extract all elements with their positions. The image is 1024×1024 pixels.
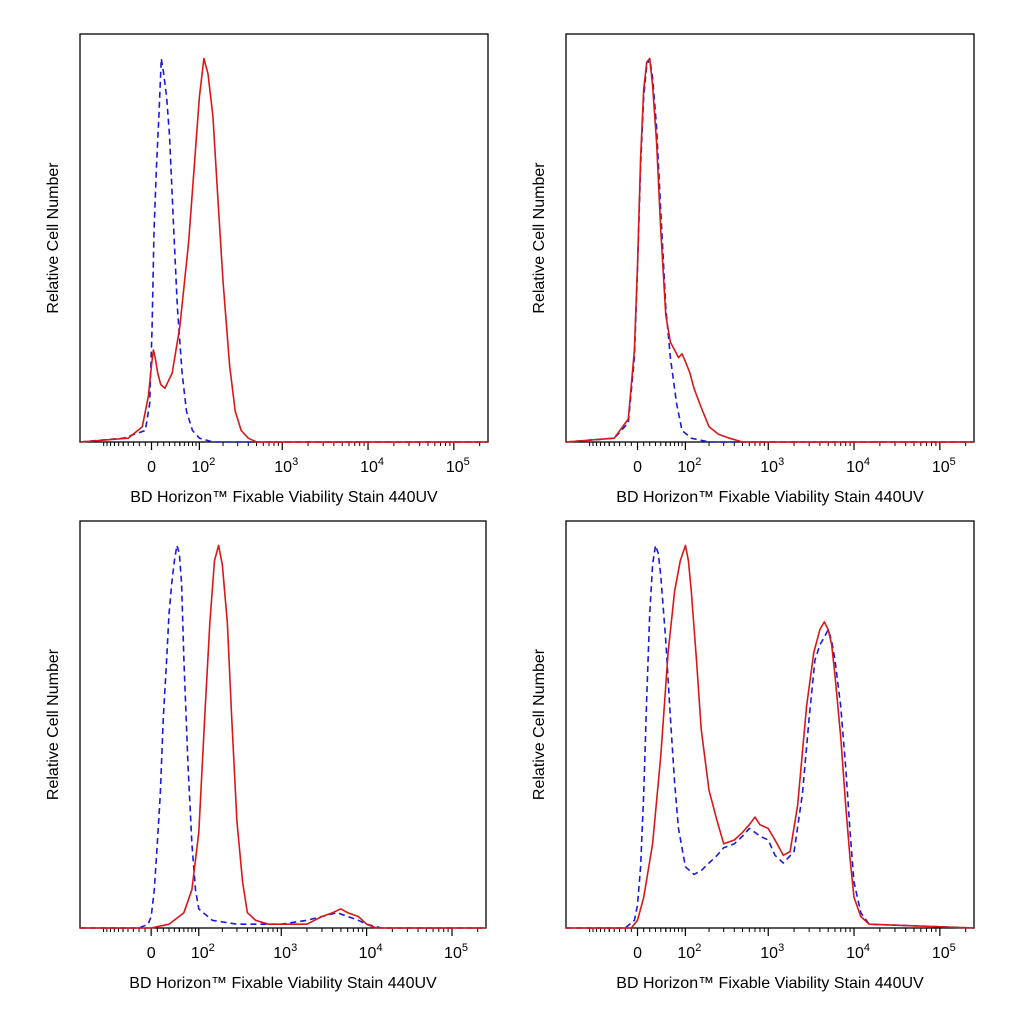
x-tick-label: 0 [147,945,156,962]
x-tick-label-base: 10 [191,459,209,476]
x-tick-label-base: 10 [760,945,778,962]
x-tick-label-exponent: 4 [864,456,870,468]
x-tick-label-exponent: 5 [462,942,468,954]
x-tick-label-exponent: 2 [209,456,215,468]
y-axis-label: Relative Cell Number [45,162,62,314]
x-tick-label: 104 [846,456,870,476]
x-tick-label-exponent: 3 [291,942,297,954]
x-tick-label: 102 [677,456,701,476]
x-axis-label: BD Horizon™ Fixable Viability Stain 440U… [130,489,438,506]
plot-frame [565,33,975,443]
x-tick-label: 104 [360,456,384,476]
x-tick-label-base: 10 [932,459,950,476]
x-tick-label-base: 0 [633,945,642,962]
x-tick-label-exponent: 2 [695,942,701,954]
x-tick-label-base: 0 [147,459,156,476]
plot-frame [79,33,489,443]
y-axis-label: Relative Cell Number [531,162,548,314]
x-tick-label: 102 [677,942,701,962]
x-tick-label: 102 [191,942,215,962]
x-tick-label: 105 [932,942,956,962]
x-tick-label-exponent: 3 [778,942,784,954]
x-tick-label-base: 0 [147,945,156,962]
x-tick-label-base: 10 [274,459,292,476]
x-tick-label-base: 10 [446,459,464,476]
x-tick-label-exponent: 4 [376,942,382,954]
x-tick-label-base: 10 [760,459,778,476]
x-tick-label: 103 [274,456,298,476]
series-line-unstained [80,544,486,929]
series-line-stained [565,57,974,443]
x-axis-label: BD Horizon™ Fixable Viability Stain 440U… [129,975,437,992]
x-tick-label: 0 [633,459,642,476]
x-tick-label-base: 10 [932,945,950,962]
x-tick-label-exponent: 5 [464,456,470,468]
series-line-unstained [565,57,974,443]
x-tick-label: 105 [446,456,470,476]
x-tick-label-exponent: 2 [695,456,701,468]
y-axis-label: Relative Cell Number [531,648,548,800]
x-tick-label: 0 [633,945,642,962]
y-axis-label: Relative Cell Number [45,648,62,800]
x-tick-label: 104 [846,942,870,962]
x-tick-label-base: 0 [633,459,642,476]
x-tick-label-base: 10 [677,459,695,476]
x-tick-label-exponent: 5 [950,942,956,954]
x-tick-label-base: 10 [359,945,377,962]
x-tick-label-exponent: 5 [950,456,956,468]
plot-frame [565,520,975,929]
x-tick-label-base: 10 [444,945,462,962]
series-line-unstained [79,57,488,443]
series-line-stained [566,544,975,929]
x-axis-label: BD Horizon™ Fixable Viability Stain 440U… [616,489,924,506]
x-tick-label: 105 [932,456,956,476]
x-tick-label: 102 [191,456,215,476]
x-tick-label-base: 10 [846,945,864,962]
x-axis-label: BD Horizon™ Fixable Viability Stain 440U… [616,975,924,992]
x-tick-label: 103 [760,456,784,476]
plot-frame [79,520,487,929]
series-line-stained [80,544,486,929]
series-line-stained [79,57,488,443]
x-tick-label-base: 10 [360,459,378,476]
x-tick-label: 0 [147,459,156,476]
x-tick-label-exponent: 4 [864,942,870,954]
x-tick-label: 104 [359,942,383,962]
x-tick-label: 103 [273,942,297,962]
x-tick-label-exponent: 3 [292,456,298,468]
x-tick-label-base: 10 [273,945,291,962]
x-tick-label: 105 [444,942,468,962]
series-line-unstained [566,544,975,929]
x-tick-label-base: 10 [846,459,864,476]
x-tick-label-exponent: 3 [778,456,784,468]
x-tick-label: 103 [760,942,784,962]
x-tick-label-exponent: 4 [378,456,384,468]
x-tick-label-base: 10 [677,945,695,962]
x-tick-label-base: 10 [191,945,209,962]
x-tick-label-exponent: 2 [209,942,215,954]
